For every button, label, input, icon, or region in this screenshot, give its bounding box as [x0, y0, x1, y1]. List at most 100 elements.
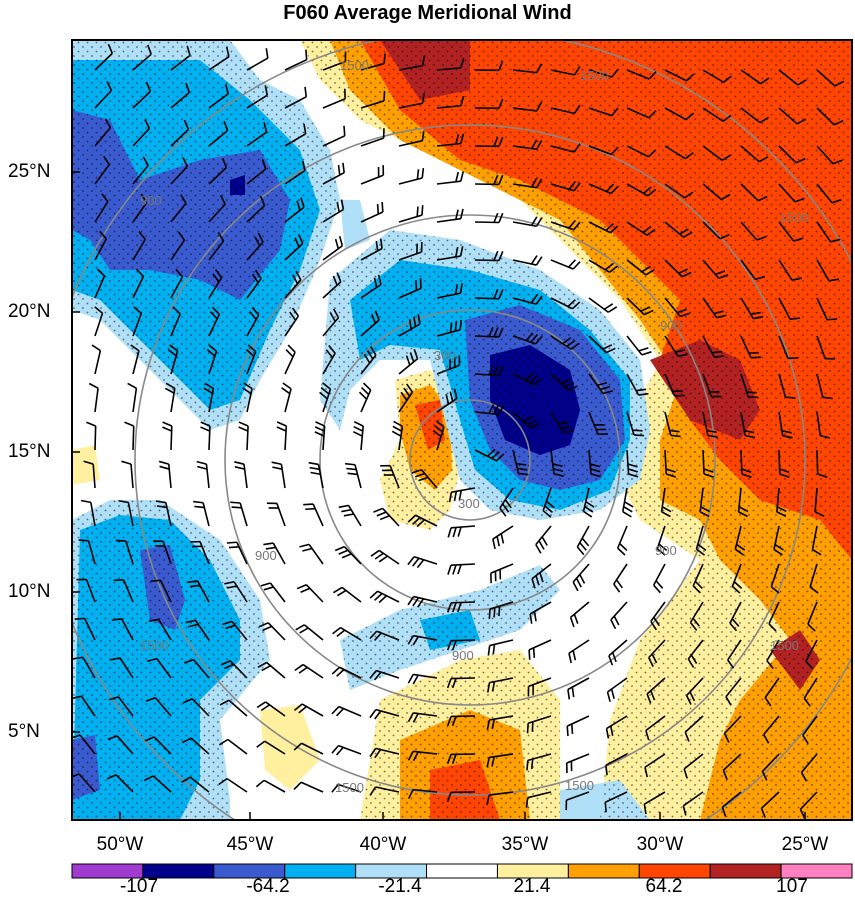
wind-barb-flag: [529, 650, 530, 660]
lon-label-45w: 45°W: [227, 834, 274, 856]
wind-barb-flag: [232, 507, 242, 508]
lat-label-5n: 5°N: [8, 721, 40, 743]
ring-label: 1500: [580, 68, 609, 83]
colorbar-label: 107: [776, 876, 808, 898]
ring-label: 300: [458, 496, 480, 511]
colorbar-swatch: [568, 864, 639, 878]
lat-label-10n: 10°N: [8, 581, 50, 603]
wind-barb-flag: [532, 759, 533, 769]
lat-label-15n: 15°N: [8, 441, 50, 463]
wind-barb-flag: [528, 723, 529, 733]
colorbar: [72, 864, 852, 878]
wind-barb-flag: [348, 473, 358, 474]
lat-label-25n: 25°N: [8, 161, 50, 183]
wind-barb-flag: [306, 50, 307, 60]
wind-barb-flag: [417, 207, 418, 217]
wind-barb: [475, 336, 499, 337]
lon-label-50w: 50°W: [97, 834, 144, 856]
ring-label: 1500: [340, 58, 369, 73]
wind-barb-flag: [673, 391, 683, 392]
wind-barb: [95, 426, 96, 450]
wind-barb-flag: [303, 504, 313, 505]
wind-barb-flag: [489, 609, 490, 619]
wind-barb: [451, 640, 475, 641]
colorbar-swatch: [710, 864, 781, 878]
lon-label-35w: 35°W: [502, 834, 549, 856]
wind-barb-flag: [420, 278, 421, 288]
colorbar-label: 21.4: [514, 876, 551, 898]
wind-barb-flag: [422, 205, 423, 215]
wind-barb-flag: [422, 168, 423, 178]
wind-barb-flag: [532, 722, 533, 732]
wind-barb-flag: [416, 280, 417, 290]
wind-barb-flag: [229, 547, 239, 548]
wind-barb-flag: [567, 726, 568, 736]
colorbar-label: -64.2: [246, 876, 289, 898]
wind-barb: [475, 260, 499, 261]
colorbar-label: -21.4: [378, 876, 421, 898]
wind-barb-flag: [527, 760, 528, 770]
wind-barb-flag: [460, 320, 461, 330]
wind-barb-flag: [384, 54, 385, 64]
wind-barb-flag: [75, 618, 85, 619]
wind-barb-flag: [827, 319, 837, 320]
wind-barb-flag: [747, 392, 757, 393]
wind-barb: [817, 450, 818, 474]
ring-label: 900: [140, 193, 162, 208]
wind-barb-flag: [151, 580, 161, 581]
wind-barb: [741, 450, 742, 474]
wind-barb: [247, 426, 248, 450]
wind-barb-flag: [230, 502, 240, 503]
wind-barb-flag: [451, 322, 452, 332]
wind-barb: [779, 450, 780, 474]
wind-barb-flag: [346, 468, 356, 469]
wind-barb: [171, 426, 172, 450]
ring-label: 1500: [140, 638, 169, 653]
wind-barb-flag: [499, 606, 500, 616]
wind-barb-flag: [417, 169, 418, 179]
wind-barb-flag: [751, 357, 761, 358]
wind-barb-flag: [378, 204, 379, 214]
wind-barb: [451, 602, 475, 603]
map-panel: 300 300 900 900 1500 1500 1500 900 1500 …: [40, 30, 855, 890]
wind-barb-flag: [634, 435, 644, 436]
colorbar-label: -107: [120, 876, 158, 898]
wind-barb-flag: [116, 540, 126, 541]
wind-barb-flag: [675, 395, 685, 396]
wind-barb-flag: [344, 126, 345, 136]
ring-label: 900: [452, 648, 474, 663]
ring-label: 900: [255, 548, 277, 563]
wind-barb-flag: [494, 608, 495, 618]
wind-barb-flag: [345, 464, 355, 465]
wind-barb-flag: [572, 724, 573, 734]
ring-label: 1500: [770, 638, 799, 653]
wind-barb-flag: [534, 648, 535, 658]
colorbar-swatch: [285, 864, 356, 878]
wind-barb-flag: [455, 321, 456, 331]
wind-barb-flag: [193, 502, 203, 503]
ring-label: 900: [655, 543, 677, 558]
wind-barb-flag: [194, 506, 204, 507]
lon-label-25w: 25°W: [782, 834, 829, 856]
wind-barb-flag: [382, 202, 383, 212]
lat-label-20n: 20°N: [8, 301, 50, 323]
wind-barb-flag: [605, 802, 606, 812]
colorbar-label: 64.2: [646, 876, 683, 898]
ring-label: 1500: [335, 780, 364, 795]
wind-barb: [703, 450, 704, 474]
wind-barb-flag: [633, 430, 643, 431]
wind-barb: [475, 298, 499, 299]
ring-label: 900: [660, 318, 682, 333]
wind-barb-flag: [748, 397, 758, 398]
colorbar-swatch: [427, 864, 498, 878]
wind-barb-flag: [79, 540, 89, 541]
lon-label-40w: 40°W: [360, 834, 407, 856]
wind-barb-flag: [749, 353, 759, 354]
wind-barb: [475, 222, 499, 223]
wind-barb: [451, 678, 475, 679]
ring-label: 1500: [780, 210, 809, 225]
wind-barb-flag: [384, 91, 385, 101]
wind-barb-flag: [227, 542, 237, 543]
ring-label: 1500: [565, 778, 594, 793]
